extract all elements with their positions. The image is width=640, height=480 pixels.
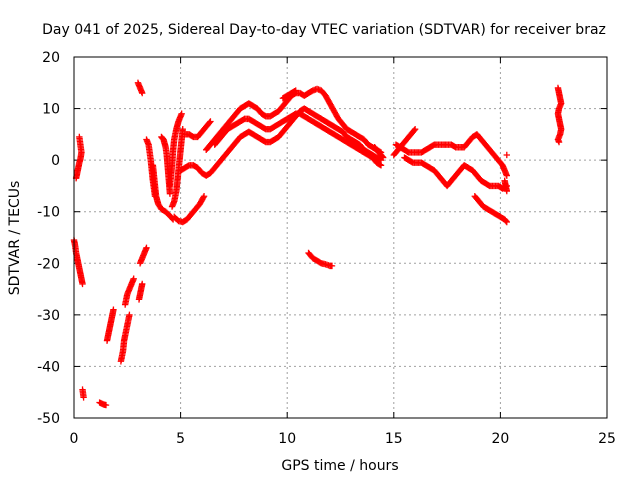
data-point <box>200 193 208 200</box>
x-tick-label: 20 <box>491 431 509 447</box>
data-point <box>166 190 174 197</box>
data-point <box>139 280 146 288</box>
series-s05 <box>103 306 117 344</box>
y-tick-label: 10 <box>42 102 60 118</box>
data-point <box>503 218 510 226</box>
series-s07 <box>121 275 137 308</box>
data-point <box>126 311 133 319</box>
data-point <box>110 306 117 313</box>
series-s21 <box>279 87 299 102</box>
data-point <box>503 151 510 159</box>
grid <box>74 57 607 418</box>
series-s18 <box>177 105 385 179</box>
series-s16 <box>171 193 208 226</box>
data-point <box>555 138 563 146</box>
data-point <box>200 194 207 201</box>
series-s29 <box>503 151 510 159</box>
x-tick-label: 15 <box>385 431 403 447</box>
data-point <box>179 126 186 133</box>
series-s01 <box>70 236 86 288</box>
data-point <box>80 394 87 401</box>
series-s10 <box>134 79 146 97</box>
data-point <box>143 244 150 252</box>
data-point <box>76 133 83 141</box>
series-s30 <box>554 84 565 146</box>
series-s28 <box>501 177 510 195</box>
data-point <box>379 153 386 160</box>
y-tick-label: -20 <box>37 256 60 272</box>
y-axis-label: SDTVAR / TECUs <box>7 181 23 296</box>
data-point <box>379 154 387 161</box>
series-s04 <box>96 399 110 409</box>
y-tick-label: -10 <box>37 205 60 221</box>
series-s08 <box>135 280 146 303</box>
series-s14 <box>166 110 185 190</box>
data-point <box>207 118 214 125</box>
series-s03 <box>79 386 87 401</box>
data-point <box>139 89 146 97</box>
plot-frame <box>73 56 608 419</box>
axis-ticks: 0 5 10 15 20 25 -50 -40 -30 -20 -10 0 10 20 <box>37 50 616 447</box>
x-tick-label: 5 <box>176 431 185 447</box>
series-s20 <box>211 110 385 169</box>
x-tick-label: 25 <box>598 431 616 447</box>
series-s24 <box>390 126 419 159</box>
plot-area <box>70 79 565 409</box>
y-tick-label: -40 <box>37 359 60 375</box>
data-point <box>328 262 336 270</box>
series-s22 <box>305 249 336 270</box>
data-point <box>503 172 510 179</box>
series-s17 <box>181 118 214 141</box>
series-s27 <box>471 193 510 226</box>
data-point <box>79 280 86 288</box>
data-point <box>411 127 418 134</box>
data-point <box>503 187 510 195</box>
x-tick-label: 0 <box>70 431 79 447</box>
data-point <box>411 126 419 133</box>
data-point <box>130 275 137 282</box>
x-axis-label: GPS time / hours <box>281 458 398 474</box>
y-tick-label: -30 <box>37 308 60 324</box>
series-s09 <box>136 244 150 267</box>
series-s23 <box>371 144 387 161</box>
y-tick-label: -50 <box>37 411 60 427</box>
chart-title: Day 041 of 2025, Sidereal Day-to-day VTE… <box>42 22 606 38</box>
data-point <box>502 217 510 225</box>
x-tick-label: 10 <box>278 431 296 447</box>
data-point <box>102 401 110 409</box>
series-s02 <box>72 133 85 182</box>
data-point <box>206 119 213 126</box>
data-point <box>178 110 185 117</box>
y-tick-label: 20 <box>42 50 60 66</box>
series-s25 <box>392 131 510 179</box>
data-point <box>292 87 299 94</box>
series-s06 <box>117 311 133 365</box>
data-point <box>377 162 385 169</box>
y-tick-label: 0 <box>51 153 60 169</box>
